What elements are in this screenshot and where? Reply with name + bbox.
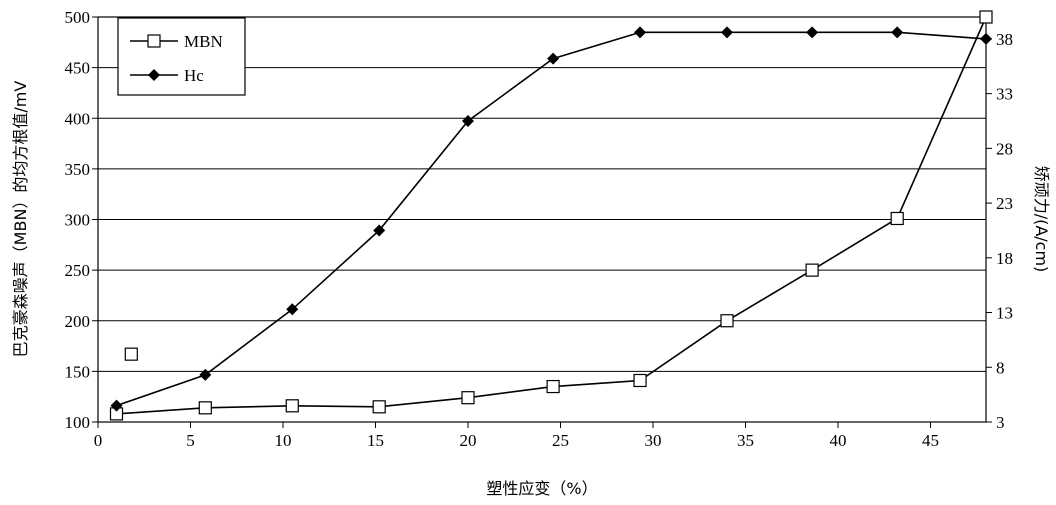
mbn-point (979, 10, 993, 24)
x-tick-label: 10 (275, 431, 292, 450)
y-tick-label: 150 (65, 362, 91, 381)
hc-point (547, 52, 560, 65)
hc-point (373, 224, 386, 237)
x-tick-label: 0 (94, 431, 103, 450)
mbn-point (461, 391, 475, 405)
y2-tick-label: 8 (996, 358, 1005, 377)
hc-point (806, 26, 819, 39)
x-tick-label: 30 (645, 431, 662, 450)
mbn-point (805, 263, 819, 277)
x-tick-label: 35 (737, 431, 754, 450)
hc-point (634, 26, 647, 39)
y2-tick-label: 13 (996, 304, 1013, 323)
legend-hc-label: Hc (184, 66, 204, 85)
y-tick-label: 450 (65, 59, 91, 78)
x-tick-label: 15 (367, 431, 384, 450)
x-tick-label: 45 (922, 431, 939, 450)
x-axis-ticks: 0 5 10 15 20 25 30 35 40 45 (94, 422, 939, 450)
y-tick-label: 250 (65, 261, 91, 280)
mbn-point (633, 373, 647, 388)
grid-lines (98, 67, 986, 372)
y2-tick-label: 33 (996, 85, 1013, 104)
y2-axis-title: 矫顽力/(A/cm) (1032, 166, 1051, 273)
hc-point (110, 399, 123, 412)
series-layer (109, 10, 993, 421)
mbn-point (198, 401, 212, 415)
legend-box (117, 17, 246, 96)
y-tick-label: 300 (65, 211, 91, 230)
mbn-point (720, 314, 734, 328)
y-axis-title: 巴克豪森噪声（MBN）的均方根值/mV (11, 81, 30, 358)
hc-point (199, 368, 212, 381)
x-tick-label: 40 (830, 431, 847, 450)
mbn-point (372, 400, 386, 414)
y2-tick-label: 23 (996, 194, 1013, 213)
hc-point (721, 26, 733, 39)
mbn-point (890, 211, 904, 226)
y-axis-ticks: 100 150 200 250 300 350 400 450 500 (65, 8, 98, 432)
mbn-point (546, 379, 560, 394)
mbn-point (285, 399, 299, 413)
hc-point (462, 114, 474, 127)
x-tick-label: 25 (552, 431, 569, 450)
legend-mbn-label: MBN (184, 32, 223, 51)
legend: MBN Hc (117, 17, 246, 96)
hc-point (980, 32, 992, 45)
y2-tick-label: 28 (996, 139, 1013, 158)
legend-hc-marker (148, 69, 160, 81)
x-tick-label: 20 (460, 431, 477, 450)
y-tick-label: 400 (65, 109, 91, 128)
legend-mbn-marker (147, 34, 161, 48)
y2-tick-label: 38 (996, 30, 1013, 49)
y2-tick-label: 3 (996, 413, 1005, 432)
y-tick-label: 500 (65, 8, 91, 27)
x-tick-label: 5 (186, 431, 195, 450)
stray-square-marker (124, 347, 138, 361)
y2-tick-label: 18 (996, 249, 1013, 268)
y-tick-label: 350 (65, 160, 91, 179)
y-tick-label: 200 (65, 312, 91, 331)
hc-point (891, 26, 904, 39)
hc-point (286, 303, 299, 316)
x-axis-title: 塑性应变（%） (486, 479, 597, 498)
y-tick-label: 100 (65, 413, 91, 432)
